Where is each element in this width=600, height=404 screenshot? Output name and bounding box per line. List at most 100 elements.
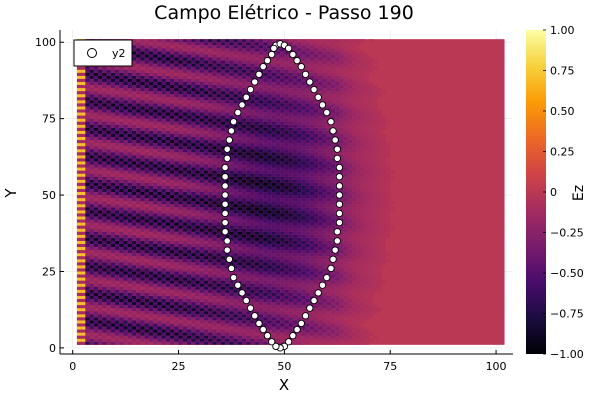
heatmap-cell — [149, 213, 153, 216]
heatmap-cell — [229, 91, 233, 94]
heatmap-cell — [140, 94, 144, 97]
heatmap-cell — [259, 287, 263, 290]
heatmap-cell — [217, 336, 221, 339]
heatmap-cell — [195, 54, 199, 57]
heatmap-cell — [132, 220, 136, 223]
heatmap-cell — [280, 302, 284, 305]
heatmap-cell — [90, 125, 94, 128]
heatmap-cell — [145, 39, 149, 42]
heatmap-cell — [111, 85, 115, 88]
heatmap-cell — [145, 125, 149, 128]
heatmap-cell — [170, 73, 174, 76]
heatmap-cell — [174, 268, 178, 271]
heatmap-cell — [132, 213, 136, 216]
heatmap-cell — [204, 155, 208, 158]
heatmap-cell — [251, 241, 255, 244]
heatmap-cell — [284, 287, 288, 290]
heatmap-cell — [140, 45, 144, 48]
heatmap-cell — [255, 210, 259, 213]
heatmap-cell — [98, 216, 102, 219]
heatmap-cell — [170, 131, 174, 134]
heatmap-cell — [102, 88, 106, 91]
heatmap-cell — [119, 155, 123, 158]
heatmap-cell — [153, 342, 157, 345]
heatmap-cell — [179, 241, 183, 244]
heatmap-cell — [102, 174, 106, 177]
heatmap-cell — [132, 235, 136, 238]
heatmap-cell — [85, 125, 89, 128]
heatmap-cell — [259, 180, 263, 183]
heatmap-cell — [242, 226, 246, 229]
heatmap-cell — [179, 155, 183, 158]
heatmap-cell — [94, 198, 98, 201]
heatmap-cell — [238, 336, 242, 339]
heatmap-cell — [140, 51, 144, 54]
heatmap-cell — [259, 268, 263, 271]
heatmap-cell — [204, 250, 208, 253]
heatmap-cell — [174, 253, 178, 256]
heatmap-cell — [263, 183, 267, 186]
heatmap-cell — [225, 317, 229, 320]
heatmap-cell — [136, 253, 140, 256]
heatmap-cell — [195, 262, 199, 265]
heatmap-cell — [107, 103, 111, 106]
heatmap-cell — [107, 119, 111, 122]
heatmap-cell — [267, 241, 271, 244]
heatmap-cell — [140, 293, 144, 296]
heatmap-cell — [251, 290, 255, 293]
heatmap-cell — [259, 229, 263, 232]
heatmap-cell — [284, 116, 288, 119]
heatmap-cell — [157, 183, 161, 186]
heatmap-cell — [246, 70, 250, 73]
heatmap-cell — [140, 302, 144, 305]
heatmap-cell — [280, 116, 284, 119]
heatmap-cell — [132, 308, 136, 311]
heatmap-cell — [149, 223, 153, 226]
heatmap-cell — [251, 204, 255, 207]
heatmap-cell — [276, 131, 280, 134]
heatmap-cell — [102, 106, 106, 109]
heatmap-cell — [77, 265, 81, 268]
heatmap-cell — [255, 161, 259, 164]
heatmap-cell — [217, 186, 221, 189]
heatmap-cell — [81, 134, 85, 137]
heatmap-cell — [124, 70, 128, 73]
heatmap-cell — [229, 290, 233, 293]
heatmap-cell — [229, 152, 233, 155]
heatmap-cell — [204, 259, 208, 262]
heatmap-cell — [251, 51, 255, 54]
heatmap-cell — [280, 119, 284, 122]
heatmap-cell — [162, 58, 166, 61]
heatmap-cell — [107, 250, 111, 253]
heatmap-cell — [234, 91, 238, 94]
heatmap-cell — [81, 213, 85, 216]
heatmap-cell — [115, 207, 119, 210]
heatmap-cell — [145, 268, 149, 271]
heatmap-cell — [183, 51, 187, 54]
heatmap-cell — [195, 134, 199, 137]
heatmap-cell — [85, 232, 89, 235]
heatmap-cell — [107, 259, 111, 262]
heatmap-cell — [174, 158, 178, 161]
heatmap-cell — [255, 220, 259, 223]
heatmap-cell — [267, 296, 271, 299]
heatmap-cell — [81, 241, 85, 244]
heatmap-cell — [107, 180, 111, 183]
heatmap-cell — [111, 314, 115, 317]
heatmap-cell — [238, 177, 242, 180]
heatmap-cell — [132, 189, 136, 192]
heatmap-cell — [187, 305, 191, 308]
heatmap-cell — [128, 149, 132, 152]
heatmap-cell — [200, 210, 204, 213]
heatmap-cell — [153, 61, 157, 64]
heatmap-cell — [263, 45, 267, 48]
heatmap-cell — [107, 308, 111, 311]
heatmap-cell — [212, 42, 216, 45]
heatmap-cell — [140, 247, 144, 250]
heatmap-cell — [204, 268, 208, 271]
heatmap-cell — [267, 220, 271, 223]
heatmap-cell — [187, 73, 191, 76]
heatmap-cell — [174, 189, 178, 192]
heatmap-cell — [94, 293, 98, 296]
heatmap-cell — [179, 137, 183, 140]
